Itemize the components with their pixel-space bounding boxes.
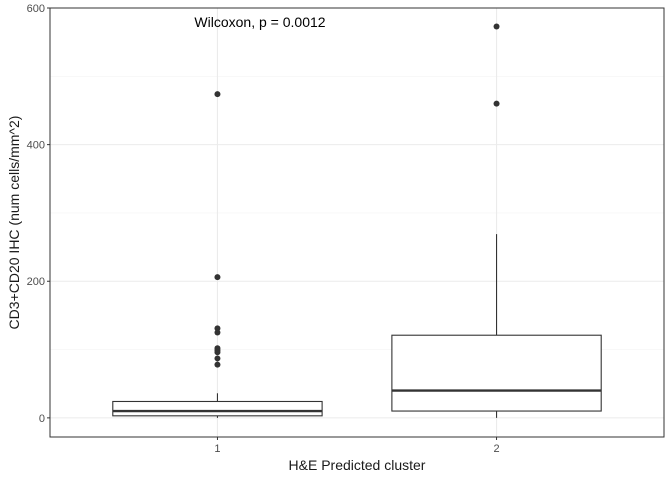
outlier-point xyxy=(214,274,221,281)
box-iqr xyxy=(112,400,323,417)
outlier-point xyxy=(214,91,221,98)
outlier-point xyxy=(214,325,221,332)
panel-border xyxy=(49,7,665,438)
outlier-point xyxy=(214,355,221,362)
x-axis-title: H&E Predicted cluster xyxy=(289,457,426,473)
y-tick-label: 600 xyxy=(27,3,45,15)
y-tick-label: 200 xyxy=(27,276,45,288)
x-tick-label: 1 xyxy=(214,443,220,455)
outlier-point xyxy=(214,329,221,336)
box-iqr xyxy=(391,334,602,412)
outlier-point xyxy=(214,349,221,356)
box-cluster-2 xyxy=(391,234,602,418)
axes: 0 200 400 600 1 2 xyxy=(27,3,500,455)
outlier-point xyxy=(214,361,221,368)
outlier-point xyxy=(493,23,500,30)
y-axis-title: CD3+CD20 IHC (num cells/mm^2) xyxy=(6,116,22,330)
box-layer xyxy=(112,234,602,418)
y-tick-label: 0 xyxy=(39,413,45,425)
box-cluster-1 xyxy=(112,393,323,418)
outlier-point xyxy=(493,100,500,107)
y-tick-label: 400 xyxy=(27,140,45,152)
wilcoxon-annotation: Wilcoxon, p = 0.0012 xyxy=(194,14,325,30)
outlier-points xyxy=(214,23,500,368)
x-tick-label: 2 xyxy=(493,443,499,455)
